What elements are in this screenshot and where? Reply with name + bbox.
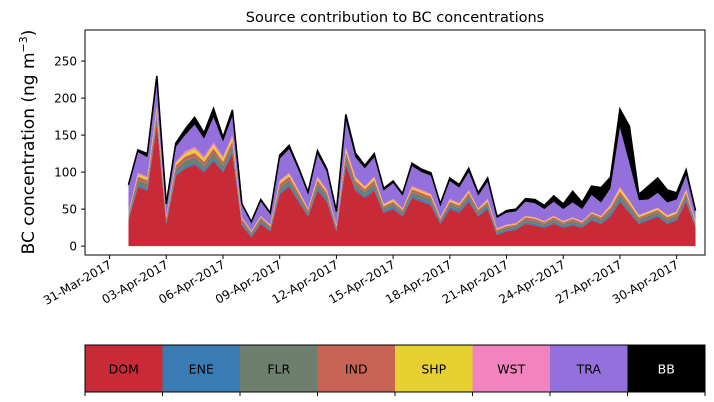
legend-label-dom: DOM xyxy=(109,362,139,377)
area-dom xyxy=(128,124,696,247)
y-tick-label: 100 xyxy=(54,166,77,180)
y-tick-label: 150 xyxy=(54,129,77,143)
plot-frame xyxy=(84,29,706,256)
legend-colorbar: DOM ENE FLR IND SHP WST TRA BB xyxy=(84,344,706,396)
y-tick-label: 200 xyxy=(54,92,77,106)
legend-label-flr: FLR xyxy=(267,362,290,377)
total-line xyxy=(127,75,697,224)
y-tick-label: 50 xyxy=(62,203,77,217)
legend-label-shp: SHP xyxy=(421,362,446,377)
legend-label-tra: TRA xyxy=(576,362,602,377)
y-tick-label: 0 xyxy=(69,240,77,254)
legend-swatch-bb xyxy=(627,345,705,392)
y-axis-label: BC concentration (ng m−3) xyxy=(17,30,39,255)
legend-swatch-shp xyxy=(395,345,473,392)
legend-label-wst: WST xyxy=(497,362,525,377)
y-axis: 0 50 100 150 200 250 xyxy=(54,55,85,254)
legend-swatch-dom xyxy=(85,345,163,392)
series-layer xyxy=(128,75,696,247)
legend-swatch-wst xyxy=(472,345,550,392)
chart-title: Source contribution to BC concentrations xyxy=(246,10,544,26)
legend-label-ene: ENE xyxy=(189,362,214,377)
y-tick-label: 250 xyxy=(54,55,77,69)
legend-swatch-tra xyxy=(550,345,628,392)
legend-frame xyxy=(84,344,706,393)
legend-label-bb: BB xyxy=(658,362,675,377)
legend-swatch-flr xyxy=(240,345,318,392)
legend-label-ind: IND xyxy=(345,362,368,377)
x-axis: 31-Mar-201703-Apr-201706-Apr-201709-Apr-… xyxy=(41,255,681,308)
legend-swatch-ene xyxy=(162,345,240,392)
legend-swatch-ind xyxy=(317,345,395,392)
